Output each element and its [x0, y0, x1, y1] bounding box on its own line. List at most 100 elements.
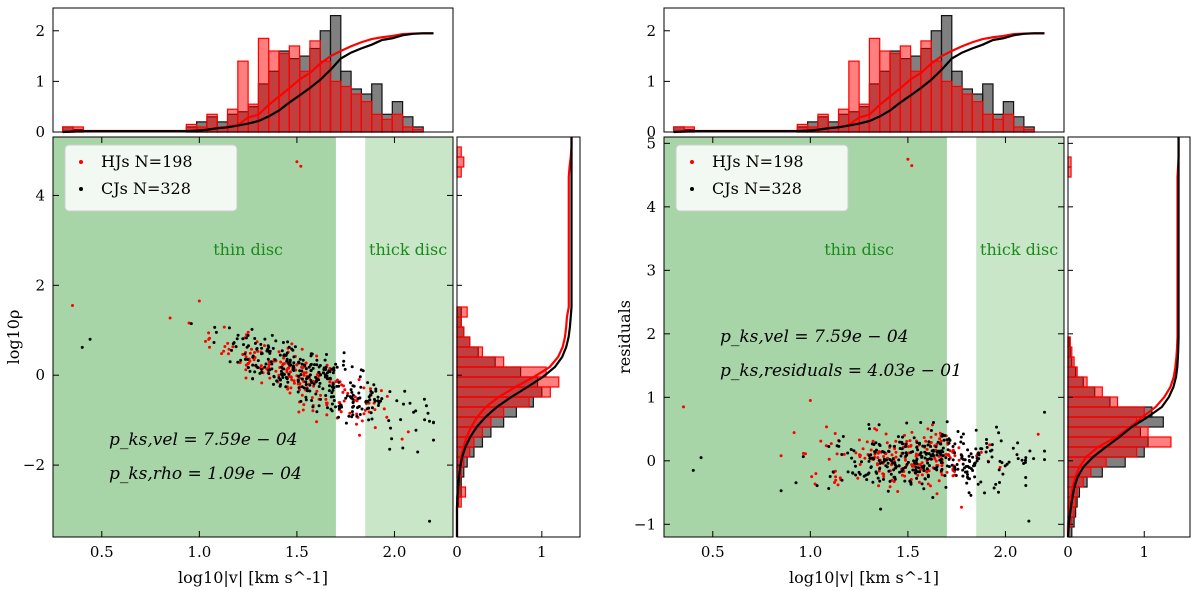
hj-bar	[1067, 386, 1103, 398]
data-point	[362, 412, 366, 416]
data-point	[824, 444, 828, 448]
y-tick-label: 0	[646, 452, 656, 470]
data-point	[998, 481, 1001, 484]
data-point	[965, 481, 969, 485]
data-point	[961, 462, 965, 466]
data-point	[267, 363, 271, 367]
data-point	[943, 434, 947, 437]
data-point	[925, 467, 929, 471]
thick-disc-label: thick disc	[369, 240, 447, 259]
data-point	[888, 444, 892, 448]
data-point	[904, 442, 908, 446]
data-point	[314, 392, 318, 396]
data-point	[953, 465, 957, 469]
data-point	[945, 470, 949, 474]
data-point	[356, 397, 360, 401]
data-point	[235, 337, 239, 341]
hj-bar	[391, 113, 404, 133]
data-point	[342, 351, 346, 355]
data-point	[204, 339, 207, 343]
data-point	[246, 330, 250, 334]
legend-marker	[690, 160, 694, 164]
hj-bar	[899, 45, 912, 133]
data-point	[858, 453, 861, 457]
data-point	[358, 433, 361, 437]
data-point	[943, 474, 947, 478]
data-point	[840, 453, 844, 456]
data-point	[920, 473, 924, 477]
data-point	[779, 454, 783, 458]
data-point	[1022, 462, 1026, 465]
data-point	[894, 439, 898, 443]
data-point	[1036, 432, 1040, 436]
data-point	[985, 441, 989, 445]
data-point	[935, 492, 939, 496]
data-point	[912, 436, 916, 440]
data-point	[296, 380, 300, 383]
data-point	[279, 360, 283, 364]
data-point	[1003, 464, 1007, 468]
hj-bar	[360, 101, 373, 133]
data-point	[297, 386, 301, 390]
data-point	[897, 464, 901, 468]
data-point	[223, 345, 227, 348]
data-point	[263, 344, 266, 348]
data-point	[934, 459, 938, 463]
hj-bar	[340, 85, 352, 133]
data-point	[963, 458, 967, 462]
data-point	[908, 439, 912, 443]
data-point	[370, 417, 374, 421]
data-point	[967, 491, 971, 495]
cj-cdf-right	[455, 137, 573, 537]
data-point	[290, 347, 294, 351]
hj-bar	[456, 376, 560, 388]
data-point	[871, 480, 875, 484]
data-point	[891, 461, 895, 465]
data-point	[918, 470, 922, 474]
data-point	[909, 450, 913, 454]
data-point	[953, 454, 957, 458]
data-point	[317, 385, 321, 388]
data-point	[804, 452, 807, 456]
data-point	[973, 475, 977, 479]
hj-bar	[1067, 356, 1075, 368]
data-point	[307, 375, 311, 379]
data-point	[927, 452, 931, 456]
data-point	[368, 398, 372, 402]
data-point	[792, 431, 796, 435]
data-point	[833, 432, 837, 435]
x-tick-label: 1.5	[896, 543, 920, 561]
data-point	[297, 410, 301, 414]
data-point	[352, 404, 356, 408]
data-point	[329, 407, 333, 411]
data-point	[244, 336, 248, 340]
data-point	[332, 366, 336, 370]
data-point	[344, 396, 348, 400]
data-point	[959, 453, 963, 457]
x-tick-label: 2.0	[994, 543, 1018, 561]
data-point	[882, 455, 886, 458]
data-point	[957, 458, 961, 462]
right-hist-frame	[456, 136, 581, 538]
data-point	[292, 355, 296, 359]
hj-bar	[456, 326, 465, 338]
top-hist-frame	[52, 7, 454, 133]
data-point	[1024, 458, 1027, 462]
data-point	[308, 389, 312, 393]
hj-cdf-right	[455, 137, 573, 537]
data-point	[936, 440, 940, 444]
data-point	[990, 455, 994, 459]
data-point	[360, 407, 364, 411]
data-point	[286, 340, 290, 344]
data-point	[924, 439, 928, 443]
data-point	[244, 376, 248, 380]
data-point	[246, 333, 250, 337]
legend-marker	[690, 187, 694, 191]
data-point	[691, 468, 695, 472]
data-point	[387, 419, 391, 423]
data-point	[274, 339, 278, 343]
data-point	[941, 450, 945, 454]
data-point	[901, 451, 905, 455]
hj-bar	[1067, 436, 1172, 448]
